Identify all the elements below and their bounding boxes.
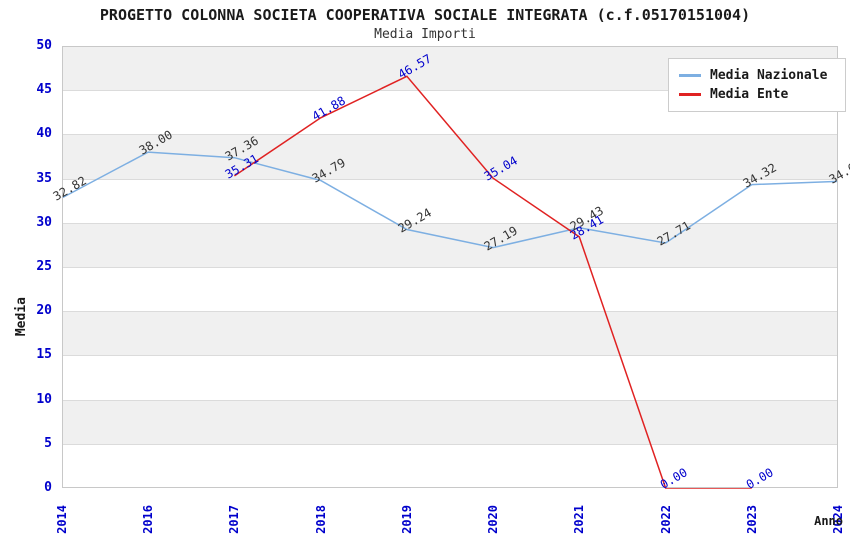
y-tick-label: 15 — [36, 347, 52, 363]
grid-band — [62, 443, 838, 488]
gridline — [62, 134, 838, 136]
gridline — [62, 267, 838, 268]
gridline — [62, 443, 838, 445]
grid-band — [62, 178, 838, 223]
legend-label-ente: Media Ente — [710, 87, 789, 102]
chart-title: PROGETTO COLONNA SOCIETA COOPERATIVA SOC… — [99, 6, 751, 24]
gridline — [62, 355, 838, 357]
y-tick-label: 35 — [36, 170, 52, 186]
x-axis-title: Anno — [814, 514, 843, 528]
gridline — [62, 178, 838, 180]
y-tick-label: 45 — [36, 82, 52, 98]
chart-subtitle: Media Importi — [374, 27, 476, 42]
y-axis-title: Media — [14, 297, 29, 337]
grid-band — [62, 134, 838, 179]
grid-band — [62, 355, 838, 400]
y-tick-label: 5 — [44, 435, 52, 451]
legend-label-nazionale: Media Nazionale — [710, 68, 828, 83]
grid-band — [62, 311, 838, 356]
y-tick-label: 25 — [36, 259, 52, 274]
legend: Media Nazionale Media Ente — [668, 58, 846, 112]
y-tick-label: 40 — [36, 126, 52, 142]
gridline — [62, 222, 838, 224]
grid-band — [62, 222, 838, 267]
y-tick-label: 0 — [44, 480, 52, 495]
legend-item-media-nazionale: Media Nazionale — [679, 66, 835, 85]
y-tick-label: 10 — [36, 391, 52, 407]
grid-band — [62, 399, 838, 444]
legend-line-swatch-ente — [679, 93, 701, 96]
legend-line-swatch-nazionale — [679, 74, 701, 77]
y-tick-label: 50 — [36, 38, 52, 53]
gridline — [62, 311, 838, 313]
legend-item-media-ente: Media Ente — [679, 85, 835, 104]
grid-band — [62, 267, 838, 312]
y-tick-label: 20 — [36, 303, 52, 319]
gridline — [62, 399, 838, 401]
y-tick-label: 30 — [36, 214, 52, 230]
